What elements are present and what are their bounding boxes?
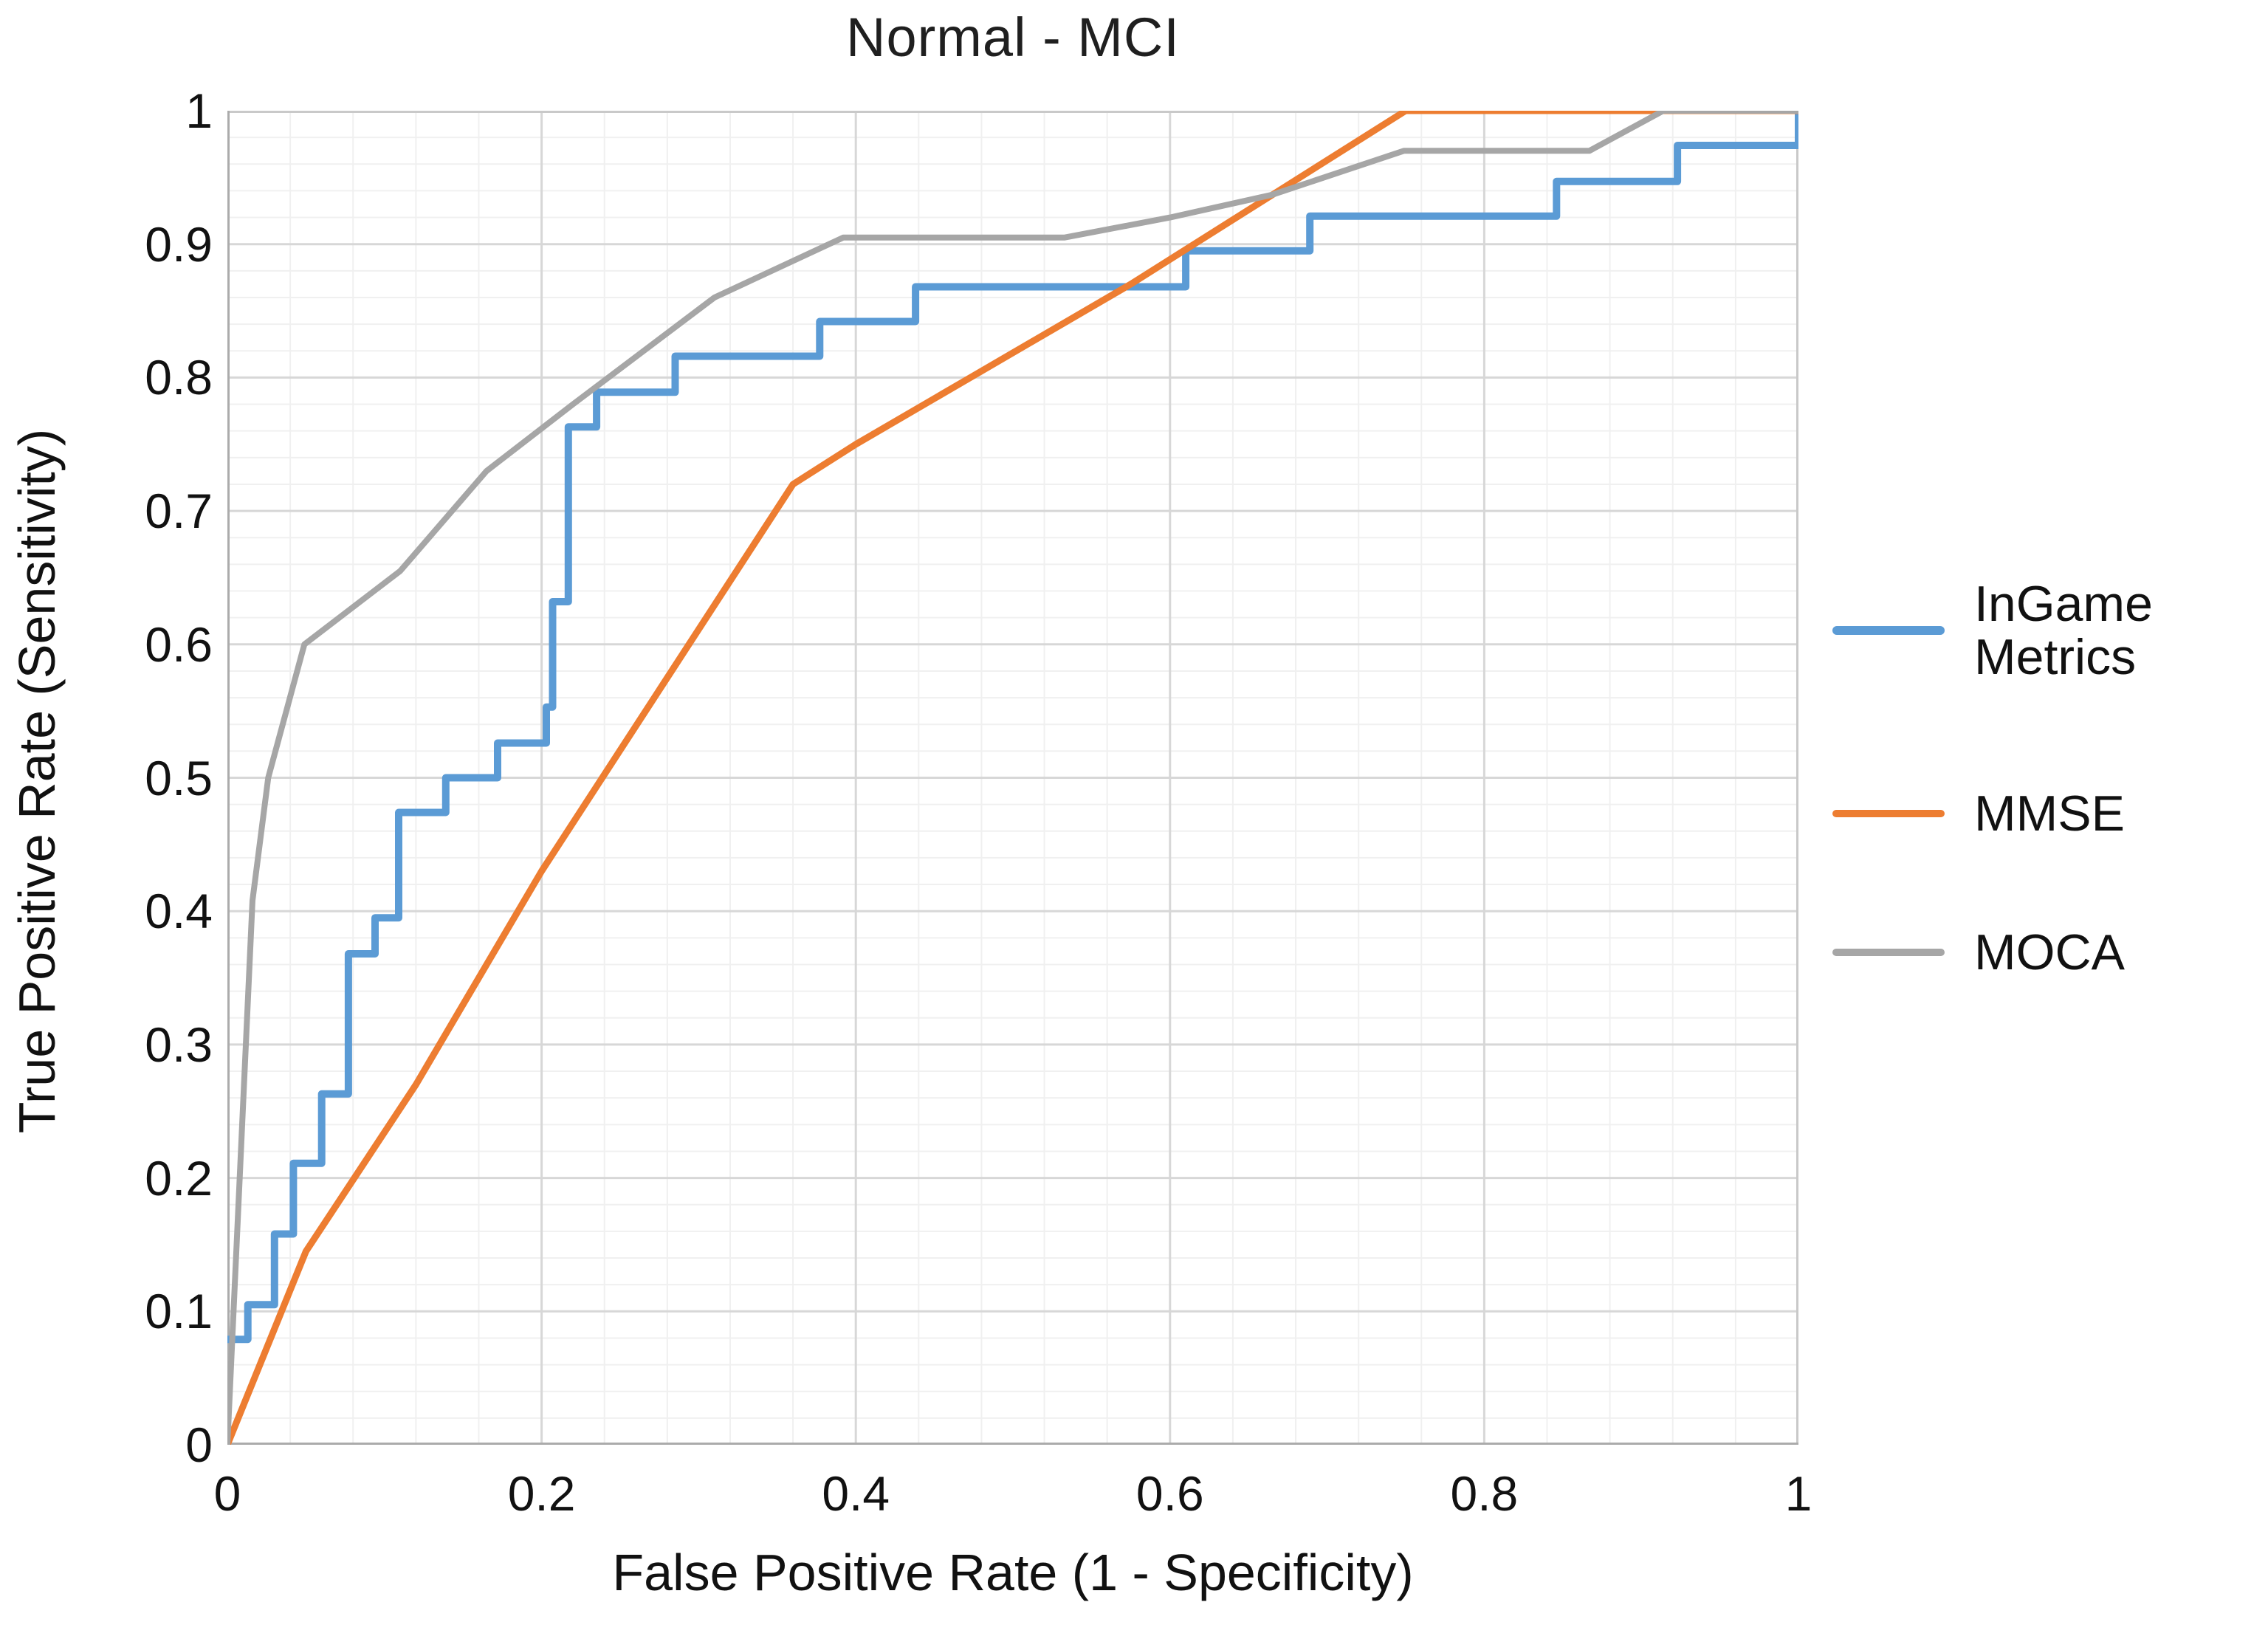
y-tick-label: 0.2 <box>145 1150 213 1206</box>
legend-item-moca: MOCA <box>1832 926 2218 979</box>
y-tick-label: 0.9 <box>145 216 213 272</box>
chart-title: Normal - MCI <box>846 7 1180 68</box>
y-tick-label: 0.6 <box>145 616 213 672</box>
legend-label-moca: MOCA <box>1974 924 2125 980</box>
legend: InGame Metrics MMSE MOCA <box>1832 0 2261 1650</box>
x-tick-label: 0.8 <box>1450 1466 1519 1521</box>
x-tick-label: 0 <box>213 1466 241 1521</box>
x-tick-label: 0.2 <box>507 1466 576 1521</box>
y-tick-label: 0.3 <box>145 1017 213 1072</box>
x-tick-label: 0.4 <box>822 1466 890 1521</box>
series-line-ingame-metrics <box>227 111 1798 1344</box>
series-line-moca <box>227 111 1798 1445</box>
x-axis-title: False Positive Rate (1 - Specificity) <box>612 1544 1414 1601</box>
legend-line-swatch-ingame-metrics-icon <box>1832 626 1945 636</box>
legend-label-mmse: MMSE <box>1974 786 2125 842</box>
y-tick-label: 0 <box>185 1417 213 1472</box>
x-tick-label: 0.6 <box>1135 1466 1204 1521</box>
y-axis-title: True Positive Rate (Sensitivity) <box>8 428 66 1134</box>
y-tick-label: 0.4 <box>145 884 213 939</box>
legend-line-swatch-mmse-icon <box>1832 810 1945 818</box>
legend-item-mmse: MMSE <box>1832 787 2218 840</box>
legend-label-ingame-metrics: InGame Metrics <box>1974 576 2153 686</box>
legend-item-ingame-metrics: InGame Metrics <box>1832 577 2218 684</box>
legend-line-swatch-moca-icon <box>1832 949 1945 957</box>
x-tick-label: 1 <box>1784 1466 1812 1521</box>
y-tick-label: 0.1 <box>145 1284 213 1339</box>
plot-area <box>227 111 1798 1445</box>
y-tick-label: 0.7 <box>145 484 213 539</box>
y-tick-label: 0.5 <box>145 750 213 805</box>
y-tick-label: 1 <box>185 83 213 138</box>
y-tick-label: 0.8 <box>145 350 213 405</box>
